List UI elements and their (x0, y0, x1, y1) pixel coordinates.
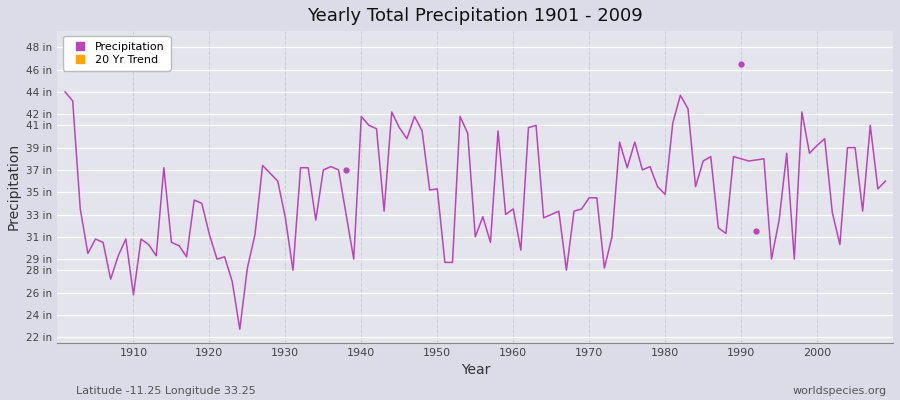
Title: Yearly Total Precipitation 1901 - 2009: Yearly Total Precipitation 1901 - 2009 (308, 7, 644, 25)
Text: Latitude -11.25 Longitude 33.25: Latitude -11.25 Longitude 33.25 (76, 386, 256, 396)
Legend: Precipitation, 20 Yr Trend: Precipitation, 20 Yr Trend (63, 36, 171, 71)
Y-axis label: Precipitation: Precipitation (7, 143, 21, 230)
Text: worldspecies.org: worldspecies.org (792, 386, 886, 396)
X-axis label: Year: Year (461, 363, 490, 377)
